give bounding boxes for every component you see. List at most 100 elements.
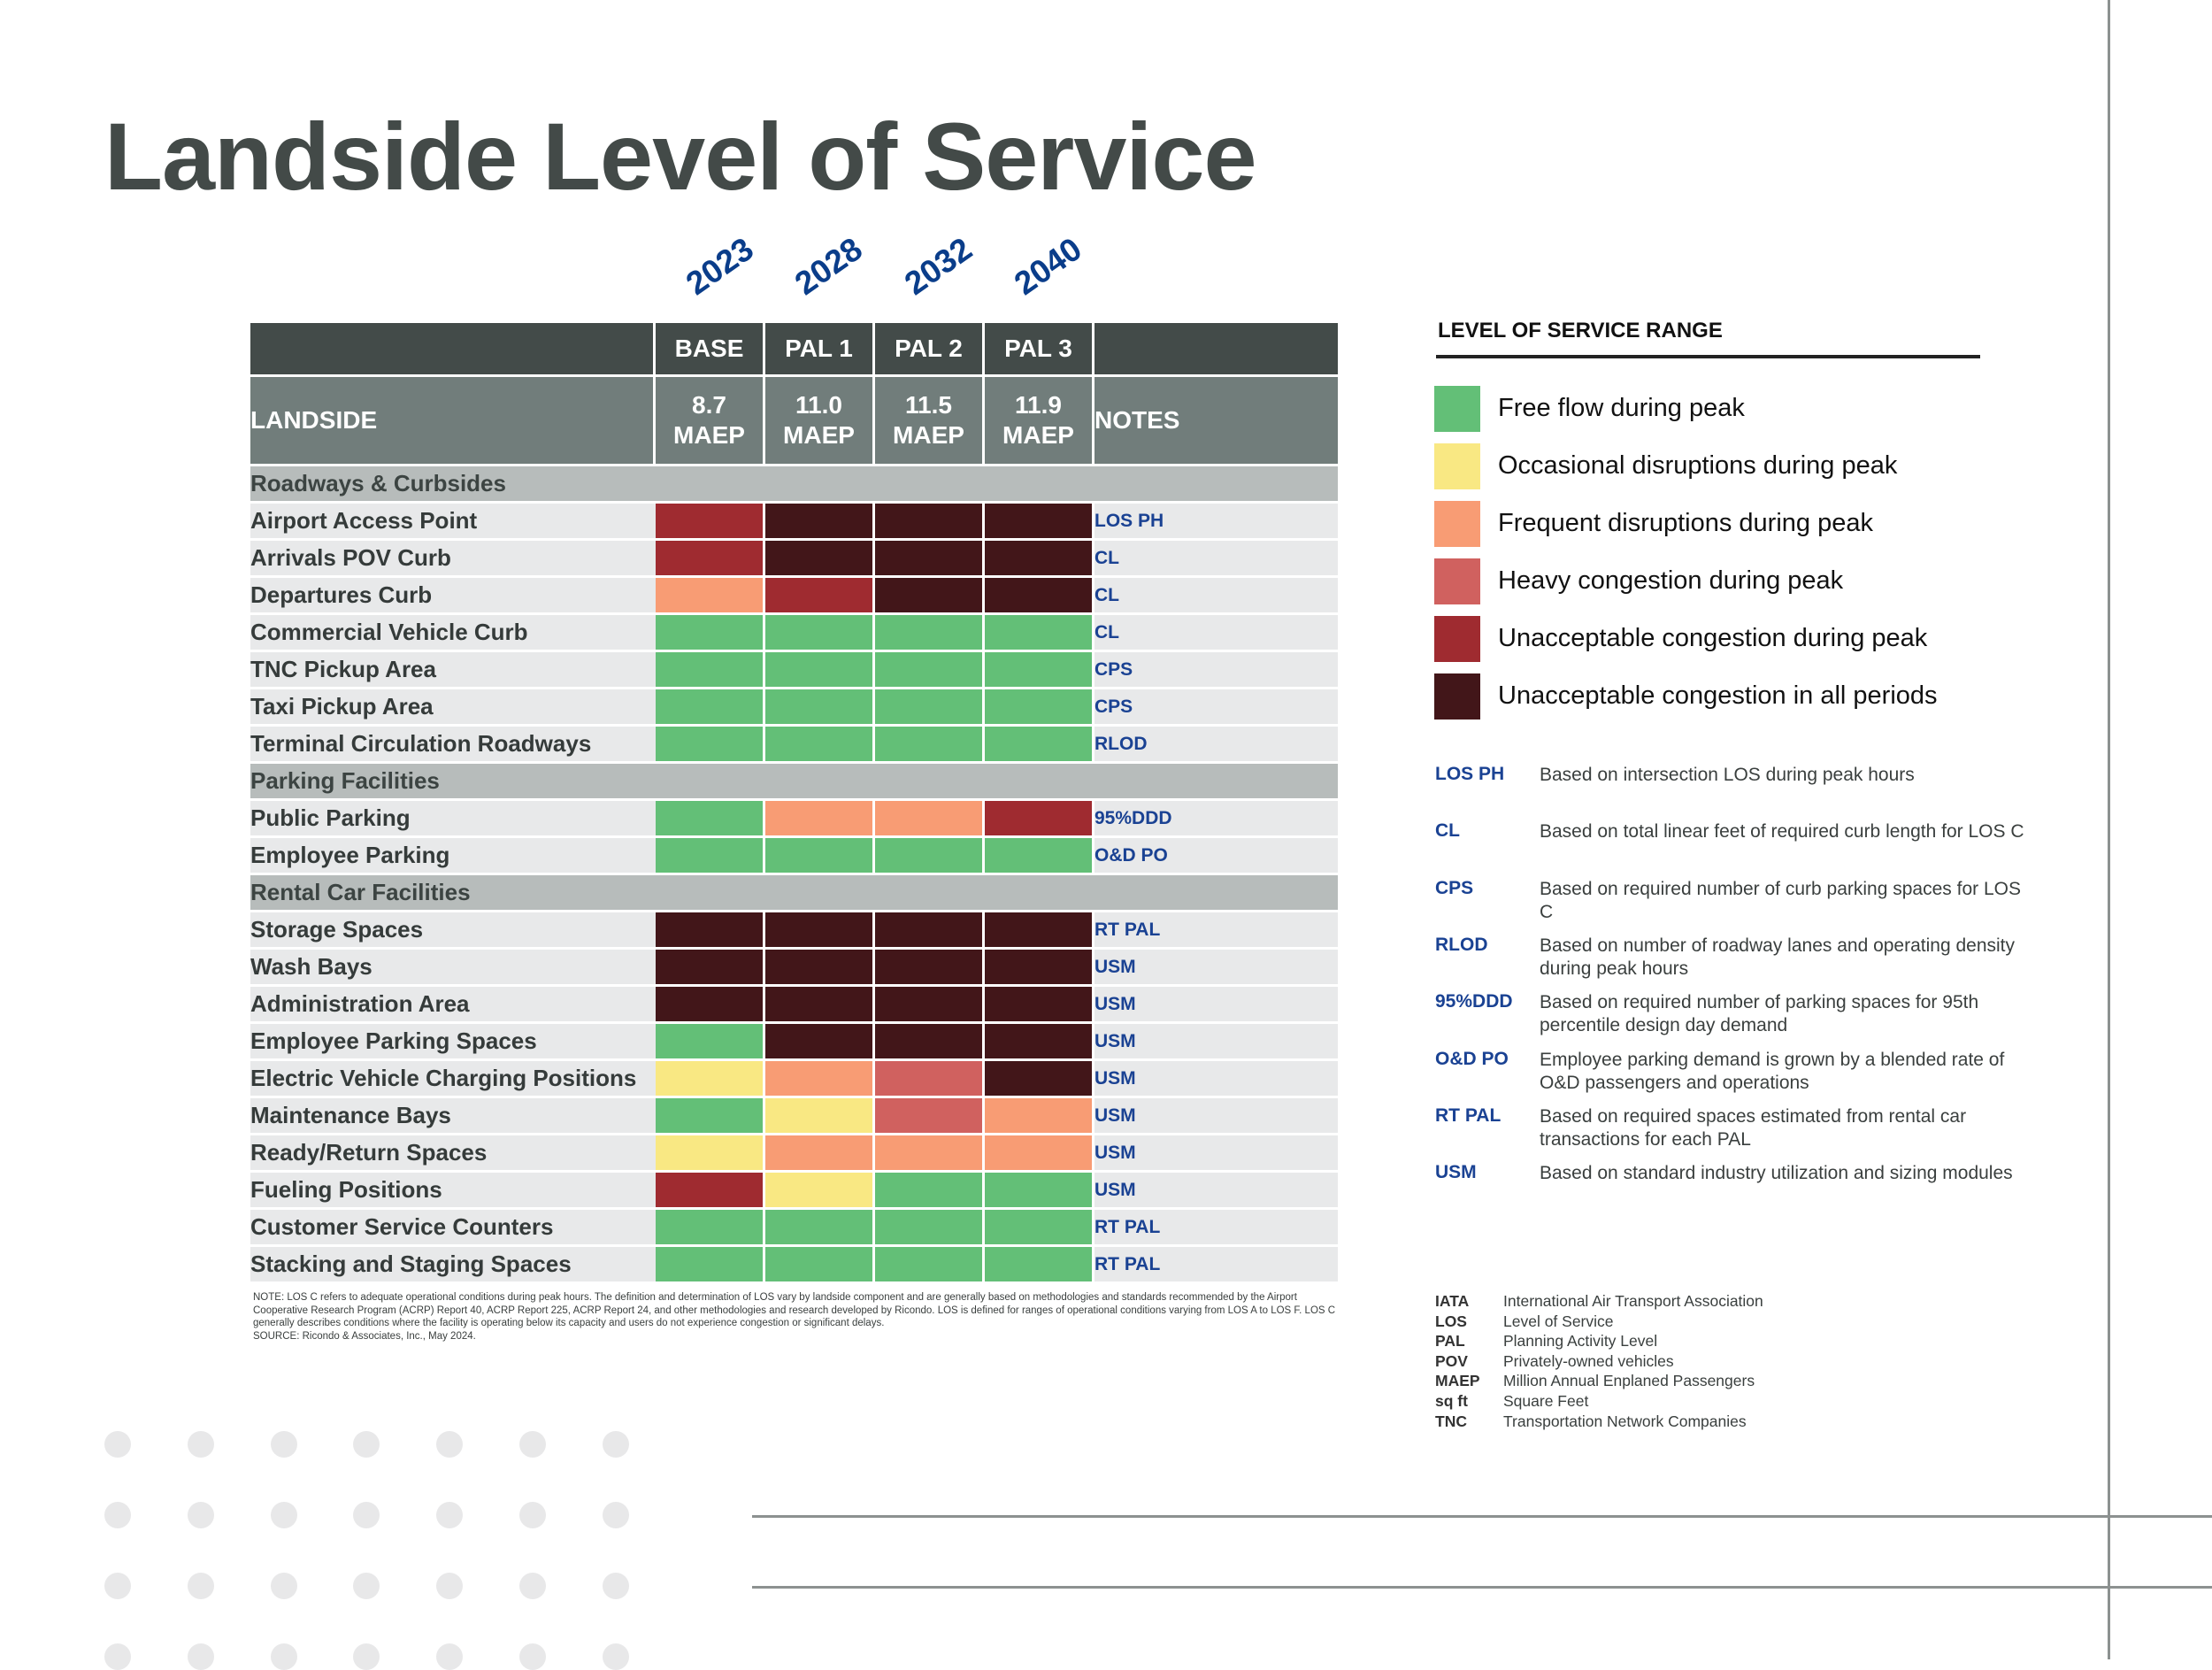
- glossary-description: Privately-owned vehicles: [1503, 1352, 1674, 1370]
- header-scenario: PAL 2: [875, 323, 985, 377]
- glossary-code: MAEP: [1435, 1372, 1480, 1389]
- legend-label: Free flow during peak: [1498, 394, 1745, 422]
- year-label: 2032: [897, 230, 979, 303]
- table-row: Arrivals POV Curb CL: [250, 541, 1338, 578]
- decorative-dot: [188, 1502, 214, 1528]
- los-cell: [656, 615, 765, 652]
- decorative-dot: [104, 1643, 131, 1670]
- table-row: Electric Vehicle Charging Positions USM: [250, 1061, 1338, 1098]
- legend-swatch: [1434, 673, 1480, 720]
- los-cell: [656, 1210, 765, 1247]
- los-cell: [875, 1135, 985, 1173]
- table-row: Public Parking 95%DDD: [250, 801, 1338, 838]
- row-label: Ready/Return Spaces: [250, 1135, 656, 1173]
- row-label: Electric Vehicle Charging Positions: [250, 1061, 656, 1098]
- los-cell: [765, 1173, 875, 1210]
- los-cell: [765, 504, 875, 541]
- row-note: RT PAL: [1094, 1210, 1338, 1247]
- legend-rule: [1436, 355, 1980, 358]
- row-note: USM: [1094, 1135, 1338, 1173]
- abbreviation-description: Based on required spaces estimated from …: [1540, 1106, 1967, 1150]
- legend-swatch: [1434, 616, 1480, 662]
- los-cell: [985, 1247, 1094, 1284]
- footnote-text: NOTE: LOS C refers to adequate operation…: [253, 1292, 1336, 1328]
- abbreviation-description: Based on required number of curb parking…: [1540, 879, 2021, 922]
- decorative-dot: [436, 1573, 463, 1599]
- los-cell: [656, 801, 765, 838]
- table-row: TNC Pickup Area CPS: [250, 652, 1338, 689]
- row-note: USM: [1094, 950, 1338, 987]
- section-header-row: Roadways & Curbsides: [250, 466, 1338, 504]
- table-row: Fueling Positions USM: [250, 1173, 1338, 1210]
- horizontal-divider-bottom: [752, 1586, 2212, 1589]
- los-cell: [875, 541, 985, 578]
- los-cell: [765, 838, 875, 875]
- los-cell: [875, 1061, 985, 1098]
- los-cell: [985, 689, 1094, 727]
- los-cell: [875, 1247, 985, 1284]
- table-footnote: NOTE: LOS C refers to adequate operation…: [253, 1291, 1338, 1343]
- header-demand: 11.0 MAEP: [765, 377, 875, 466]
- row-note: 95%DDD: [1094, 801, 1338, 838]
- header-demand: 11.5 MAEP: [875, 377, 985, 466]
- header-blank: [250, 323, 656, 377]
- row-label: Public Parking: [250, 801, 656, 838]
- los-cell: [765, 615, 875, 652]
- row-label: TNC Pickup Area: [250, 652, 656, 689]
- los-cell: [875, 838, 985, 875]
- glossary-code: TNC: [1435, 1412, 1467, 1430]
- row-label: Storage Spaces: [250, 912, 656, 950]
- decorative-dot: [519, 1643, 546, 1670]
- los-cell: [875, 689, 985, 727]
- table-row: Departures Curb CL: [250, 578, 1338, 615]
- los-cell: [985, 987, 1094, 1024]
- row-note: CL: [1094, 615, 1338, 652]
- decorative-dot: [519, 1431, 546, 1458]
- section-label: Parking Facilities: [250, 764, 1338, 801]
- header-notes: NOTES: [1094, 377, 1338, 466]
- los-cell: [875, 615, 985, 652]
- row-note: O&D PO: [1094, 838, 1338, 875]
- row-label: Departures Curb: [250, 578, 656, 615]
- glossary-code: LOS: [1435, 1312, 1467, 1330]
- los-cell: [765, 1210, 875, 1247]
- abbreviation-code: RT PAL: [1435, 1105, 1502, 1126]
- row-label: Customer Service Counters: [250, 1210, 656, 1247]
- header-demand: 8.7 MAEP: [656, 377, 765, 466]
- row-note: RT PAL: [1094, 912, 1338, 950]
- los-cell: [985, 541, 1094, 578]
- section-header-row: Parking Facilities: [250, 764, 1338, 801]
- abbreviation-code: O&D PO: [1435, 1049, 1509, 1069]
- table-row: Taxi Pickup Area CPS: [250, 689, 1338, 727]
- los-cell: [875, 912, 985, 950]
- table-row: Storage Spaces RT PAL: [250, 912, 1338, 950]
- row-note: USM: [1094, 987, 1338, 1024]
- table-row: Airport Access Point LOS PH: [250, 504, 1338, 541]
- decorative-dot: [104, 1431, 131, 1458]
- table-row: Employee Parking O&D PO: [250, 838, 1338, 875]
- row-note: CL: [1094, 578, 1338, 615]
- abbreviation-code: RLOD: [1435, 935, 1488, 955]
- abbreviation-code: LOS PH: [1435, 764, 1505, 784]
- glossary-description: Level of Service: [1503, 1312, 1614, 1330]
- glossary-code: PAL: [1435, 1332, 1465, 1350]
- los-cell: [985, 1210, 1094, 1247]
- year-label: 2023: [679, 230, 760, 303]
- glossary-code: sq ft: [1435, 1392, 1468, 1410]
- table-row: Employee Parking Spaces USM: [250, 1024, 1338, 1061]
- los-cell: [875, 1210, 985, 1247]
- los-cell: [656, 912, 765, 950]
- header-scenario: PAL 1: [765, 323, 875, 377]
- row-note: USM: [1094, 1061, 1338, 1098]
- row-label: Administration Area: [250, 987, 656, 1024]
- year-label: 2040: [1007, 230, 1088, 303]
- los-cell: [656, 727, 765, 764]
- decorative-dot: [353, 1643, 380, 1670]
- table-row: Commercial Vehicle Curb CL: [250, 615, 1338, 652]
- header-landside: LANDSIDE: [250, 377, 656, 466]
- los-cell: [875, 578, 985, 615]
- table-header-demand: LANDSIDE 8.7 MAEP 11.0 MAEP 11.5 MAEP 11…: [250, 377, 1338, 466]
- source-text: SOURCE: Ricondo & Associates, Inc., May …: [253, 1330, 476, 1342]
- los-cell: [985, 727, 1094, 764]
- row-label: Taxi Pickup Area: [250, 689, 656, 727]
